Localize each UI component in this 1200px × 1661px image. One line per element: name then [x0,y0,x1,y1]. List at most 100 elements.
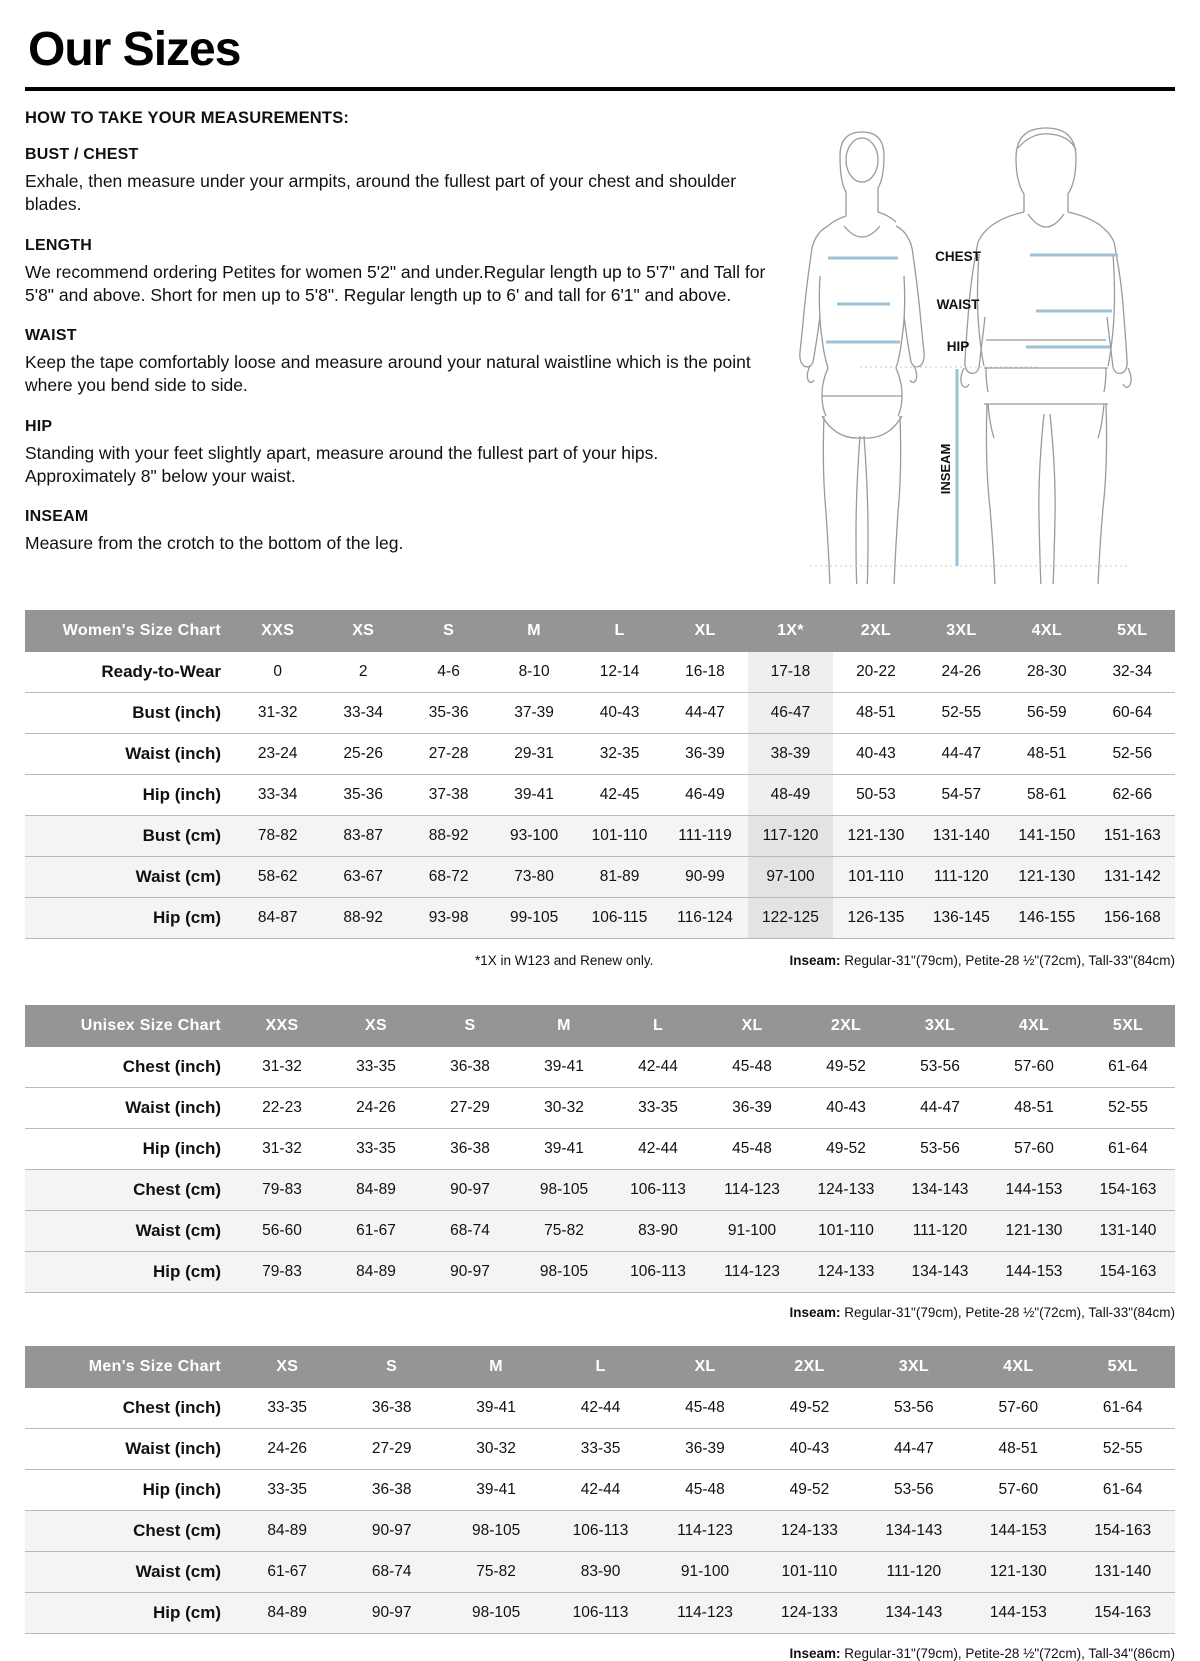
footnote-inseam-text: Regular-31"(79cm), Petite-28 ½"(72cm), T… [840,1646,1175,1661]
size-cell: 61-64 [1102,1399,1143,1416]
size-cell: 90-99 [662,856,748,898]
footnote-inseam-label: Inseam: [789,1305,841,1320]
size-cell: 98-105 [517,1169,611,1211]
row-label: Hip (inch) [142,1139,221,1158]
size-cell: 68-72 [405,856,492,898]
row-label: Waist (inch) [125,744,221,763]
size-cell: 45-48 [685,1399,725,1416]
size-cell: 79-83 [235,1169,329,1211]
size-cell: 81-89 [576,856,663,898]
table-row: Hip (inch) 33-35 36-38 39-41 42-44 45-48 49-52… [25,1470,1175,1511]
size-cell: 27-28 [428,745,469,762]
table-footnotes: *1X in W123 and Renew only. Inseam: Regul… [25,949,1175,979]
size-cell: 114-123 [652,1510,758,1552]
size-cell: 83-87 [320,815,406,857]
column-header-s: S [339,1346,444,1388]
size-cell: 27-29 [371,1440,412,1457]
size-cell: 111-120 [861,1551,967,1593]
size-cell: 44-47 [685,704,725,721]
size-cell: 33-35 [580,1440,621,1457]
column-header-3xl: 3XL [861,1346,967,1388]
instruction-body: Keep the tape comfortably loose and meas… [25,352,751,396]
size-cell: 52-55 [1108,1099,1148,1116]
size-cell: 36-39 [732,1099,772,1116]
size-cell: 91-100 [652,1551,758,1593]
instruction-heading: WAIST [25,327,77,345]
size-table: Unisex Size Chart XXS XS S M L XL 2XL 3XL 4XL 5XL C… [25,1005,1175,1293]
size-cell: 22-23 [262,1099,302,1116]
size-cell: 33-35 [267,1399,308,1416]
size-cell: 33-34 [257,786,298,803]
size-cell: 146-155 [1004,897,1090,939]
size-cell: 44-47 [941,745,982,762]
row-label: Waist (cm) [25,1551,235,1593]
size-cell: 98-105 [443,1510,549,1552]
table-row: Chest (inch) 33-35 36-38 39-41 42-44 45-48 49-… [25,1388,1175,1429]
column-header-xs: XS [320,610,406,652]
size-cell: 114-123 [652,1592,758,1634]
footnote-inseam: Inseam: Regular-31"(79cm), Petite-28 ½"(… [25,1305,1175,1320]
size-cell: 46-49 [685,786,725,803]
size-cell: 106-113 [548,1592,653,1634]
size-cell: 29-31 [514,745,554,762]
size-cell: 121-130 [833,815,919,857]
size-cell: 111-120 [893,1210,987,1252]
size-cell: 131-140 [1070,1551,1175,1593]
size-cell: 54-57 [941,786,982,803]
size-cell: 114-123 [705,1251,799,1293]
size-cell: 33-34 [343,704,383,721]
hip-label: HIP [947,339,970,354]
size-cell: 0 [273,663,283,680]
table-row: Waist (cm) 61-67 68-74 75-82 83-90 91-100 101-… [25,1551,1175,1593]
size-cell: 60-64 [1112,704,1153,721]
size-cell: 111-120 [918,856,1005,898]
size-cell: 75-82 [517,1210,611,1252]
size-cell: 68-74 [339,1551,444,1593]
male-figure-outline [960,127,1132,584]
column-header-s: S [423,1005,517,1047]
size-cell: 121-130 [987,1210,1081,1252]
size-cell: 48-51 [856,704,896,721]
size-cell: 36-39 [685,745,725,762]
size-cell: 126-135 [833,897,919,939]
size-table: Women's Size Chart XXS XS S M L XL 1X* 2XL 3XL 4XL… [25,610,1175,939]
size-cell: 68-74 [423,1210,517,1252]
measurement-instructions: HOW TO TAKE YOUR MEASUREMENTS: BUST / CH… [25,109,770,555]
measurement-lines [826,253,1118,566]
size-cell: 90-97 [423,1169,517,1211]
size-cell: 44-47 [920,1099,960,1116]
size-cell: 121-130 [1004,856,1090,898]
size-cell: 49-52 [789,1481,830,1498]
row-label: Waist (inch) [125,1098,221,1117]
figures-svg: CHEST WAIST HIP INSEAM [799,127,1132,584]
size-cell: 39-41 [476,1399,516,1416]
size-cell: 39-41 [544,1058,584,1075]
size-cell: 42-44 [580,1481,621,1498]
size-cell: 61-67 [329,1210,423,1252]
size-cell: 40-43 [789,1440,830,1457]
footnote-inseam: Inseam: Regular-31"(79cm), Petite-28 ½"(… [789,953,1175,968]
column-header-5xl: 5XL [1081,1005,1175,1047]
column-header-2xl: 2XL [833,610,919,652]
size-cell: 39-41 [476,1481,516,1498]
instruction-body: We recommend ordering Petites for women … [25,261,766,305]
column-header-m: M [517,1005,611,1047]
size-cell: 48-49 [747,774,834,816]
column-header-1x-star: 1X* [747,610,834,652]
column-header-l: L [611,1005,705,1047]
size-cell: 116-124 [662,897,748,939]
table-row: Chest (cm) 84-89 90-97 98-105 106-113 114-123… [25,1510,1175,1552]
size-cell: 48-51 [1014,1099,1054,1116]
table-row: Hip (inch) 33-34 35-36 37-38 39-41 42-45 46-49… [25,774,1175,816]
size-cell: 134-143 [861,1592,967,1634]
size-cell: 84-89 [235,1510,340,1552]
chart-title: Men's Size Chart [25,1346,235,1388]
table-row: Waist (cm) 58-62 63-67 68-72 73-80 81-89 90-99… [25,856,1175,898]
size-cell: 58-62 [235,856,321,898]
size-cell: 16-18 [685,663,725,680]
size-cell: 52-55 [941,704,982,721]
size-cell: 61-64 [1108,1140,1148,1157]
size-cell: 154-163 [1070,1592,1175,1634]
size-cell: 124-133 [757,1510,862,1552]
footnote-inseam-text: Regular-31"(79cm), Petite-28 ½"(72cm), T… [840,1305,1175,1320]
